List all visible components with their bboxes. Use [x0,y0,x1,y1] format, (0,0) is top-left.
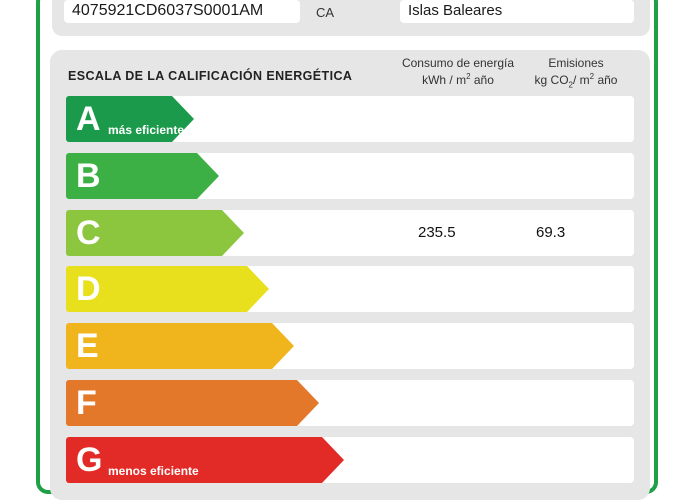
cadastral-reference-field: 4075921CD6037S0001AM [64,0,300,23]
rating-bar-e: E [66,323,294,369]
emissions-unit-suffix: año [594,73,618,87]
rating-row-d: D [66,266,634,312]
rating-bar-f: F [66,380,319,426]
rating-row-b: B [66,153,634,199]
energy-unit-sup: 2 [466,72,471,81]
scale-title: ESCALA DE LA CALIFICACIÓN ENERGÉTICA [68,69,353,83]
rating-letter: D [76,270,101,308]
rating-row-e: E [66,323,634,369]
rating-letter: C [76,214,101,252]
rating-letter: F [76,384,97,422]
rating-bar-b: B [66,153,219,199]
region-field: Islas Baleares [400,0,634,23]
emissions-header-unit: kg CO2/ m2 año [516,70,636,92]
emissions-unit-sub: 2 [568,80,573,90]
energy-header-unit: kWh / m2 año [392,70,524,87]
emissions-unit-mid: / m [572,73,590,87]
rating-bar-c: C [66,210,244,256]
emissions-unit-text: kg CO [534,73,569,87]
energy-header-title: Consumo de energía [401,56,515,70]
emissions-value: 69.3 [536,224,566,241]
emissions-header: Emisiones kg CO2/ m2 año [516,56,636,92]
rating-row-c: C 235.5 69.3 [66,210,634,256]
rating-note: menos eficiente [108,464,199,478]
rating-row-f: F [66,380,634,426]
ca-label: CA [316,5,335,20]
rating-note: más eficiente [108,123,185,137]
rating-letter: B [76,157,101,195]
energy-unit-text: kWh / m [422,73,467,87]
rating-letter: E [76,327,99,365]
emissions-unit-sup: 2 [589,72,595,81]
rating-letter: A [76,100,101,138]
energy-consumption-header: Consumo de energía kWh / m2 año [392,56,524,87]
emissions-header-title: Emisiones [548,56,604,70]
rating-letter: G [76,441,103,479]
energy-unit-suffix: año [470,73,494,87]
energy-consumption-value: 235.5 [418,224,456,241]
rating-bar-d: D [66,266,269,312]
